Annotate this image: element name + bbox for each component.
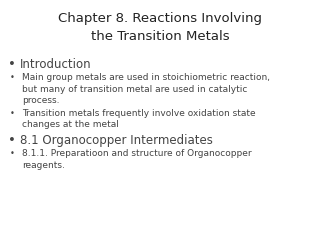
Text: 8.1 Organocopper Intermediates: 8.1 Organocopper Intermediates [20, 134, 213, 147]
Text: Transition metals frequently involve oxidation state
changes at the metal: Transition metals frequently involve oxi… [22, 109, 256, 129]
Text: •: • [10, 150, 15, 158]
Text: •: • [10, 109, 15, 118]
Text: •: • [8, 58, 16, 71]
Text: •: • [10, 73, 15, 83]
Text: 8.1.1. Preparatioon and structure of Organocopper
reagents.: 8.1.1. Preparatioon and structure of Org… [22, 150, 252, 170]
Text: Introduction: Introduction [20, 58, 92, 71]
Text: •: • [8, 134, 16, 147]
Text: Main group metals are used in stoichiometric reaction,
but many of transition me: Main group metals are used in stoichiome… [22, 73, 270, 105]
Text: Chapter 8. Reactions Involving
the Transition Metals: Chapter 8. Reactions Involving the Trans… [58, 12, 262, 43]
